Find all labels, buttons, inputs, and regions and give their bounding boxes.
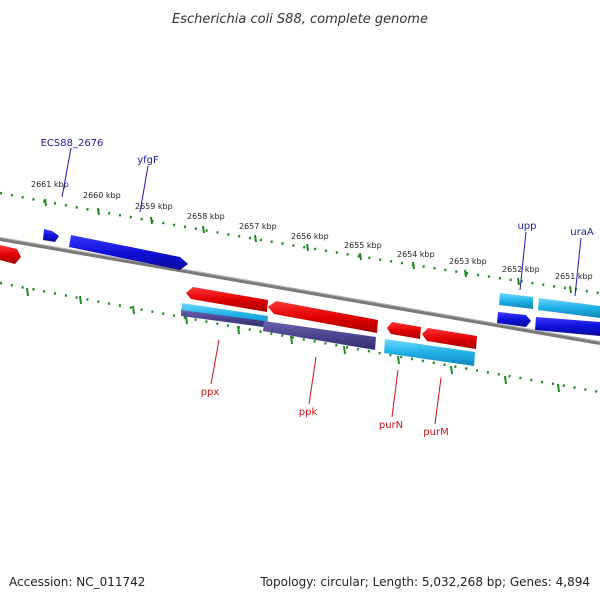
gene-feature-uraA <box>538 298 600 318</box>
tick-label: 2655 kbp <box>344 241 382 250</box>
gene-feature-reverse <box>0 245 21 264</box>
tick-label: 2658 kbp <box>187 212 225 221</box>
ruler-top-major-ticks <box>44 198 572 294</box>
gene-feature-purM <box>422 328 477 349</box>
bottom-label-leaders <box>210 339 442 425</box>
genome-summary-text: Topology: circular; Length: 5,032,268 bp… <box>259 575 590 589</box>
gene-feature-ecs88-2676 <box>43 229 59 242</box>
track-segment-purple <box>181 310 264 327</box>
gene-label-upp[interactable]: upp <box>517 221 536 232</box>
gene-label-purN[interactable]: purN <box>379 420 403 431</box>
tick-label: 2653 kbp <box>449 257 487 266</box>
tick-label: 2651 kbp <box>555 272 593 281</box>
gene-feature-yfgF <box>69 235 188 270</box>
gene-feature-ppx <box>186 287 268 312</box>
tick-label: 2659 kbp <box>135 202 173 211</box>
genome-backbone <box>0 237 600 345</box>
gene-feature-purN <box>387 322 421 339</box>
accession-text: Accession: NC_011742 <box>9 575 145 589</box>
bottom-gene-labels: ppx ppk purN purM <box>201 387 449 438</box>
annotation-tracks <box>181 303 475 366</box>
tick-label: 2657 kbp <box>239 222 277 231</box>
gene-feature-uraA-reverse <box>535 317 600 336</box>
gene-label-purM[interactable]: purM <box>423 427 448 438</box>
gene-label-ECS88_2676[interactable]: ECS88_2676 <box>41 138 104 149</box>
reverse-genes <box>186 287 600 349</box>
tick-label: 2654 kbp <box>397 250 435 259</box>
tick-label: 2660 kbp <box>83 191 121 200</box>
gene-feature-upp <box>499 293 533 309</box>
tick-label: 2656 kbp <box>291 232 329 241</box>
gene-feature-ppk <box>268 301 378 333</box>
track-segment-purple <box>263 321 376 350</box>
ruler-bottom-major-ticks <box>26 287 560 393</box>
genome-backbone-highlight <box>0 237 600 342</box>
forward-genes <box>0 229 600 318</box>
gene-label-ppx[interactable]: ppx <box>201 387 220 398</box>
gene-label-yfgF[interactable]: yfgF <box>137 155 159 166</box>
gene-label-uraA[interactable]: uraA <box>570 227 594 238</box>
tick-label: 2652 kbp <box>502 265 540 274</box>
ruler-tick-labels: 2661 kbp 2660 kbp 2659 kbp 2658 kbp 2657… <box>31 180 593 281</box>
map-title: Escherichia coli S88, complete genome <box>172 12 428 27</box>
gene-feature-upp-reverse <box>497 312 531 327</box>
top-label-leaders <box>61 147 582 297</box>
tick-label: 2661 kbp <box>31 180 69 189</box>
gene-label-ppk[interactable]: ppk <box>299 407 318 418</box>
track-segment-cyan <box>384 339 475 366</box>
top-gene-labels: ECS88_2676 yfgF upp uraA <box>41 138 594 238</box>
